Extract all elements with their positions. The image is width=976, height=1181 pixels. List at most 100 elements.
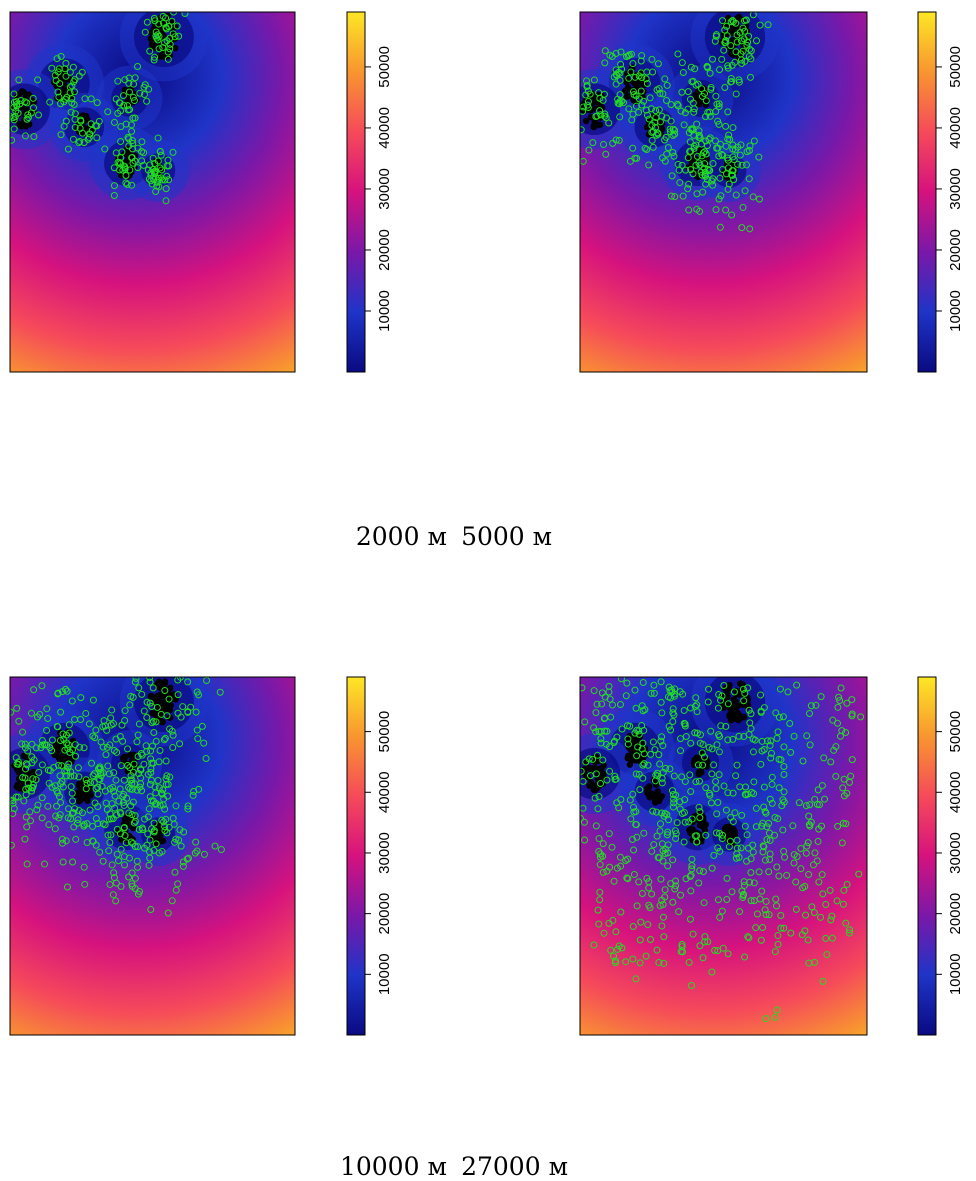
- sample-circle: [624, 740, 632, 748]
- sample-circle: [704, 698, 712, 706]
- sample-circle: [21, 132, 29, 140]
- sample-circle: [747, 869, 755, 877]
- sample-circle: [154, 36, 162, 44]
- sample-circle: [89, 732, 97, 740]
- sample-circle: [113, 850, 121, 858]
- sample-circle: [156, 801, 164, 809]
- cluster-point: [30, 768, 37, 776]
- sample-circle: [685, 958, 693, 966]
- sample-circle: [678, 161, 686, 169]
- cluster-point: [699, 823, 707, 831]
- sample-circle: [101, 145, 109, 153]
- sample-circle: [685, 180, 693, 188]
- sample-circle: [719, 831, 727, 839]
- sample-circle: [732, 772, 740, 780]
- colorbar-tick-label: 50000: [947, 46, 964, 88]
- sample-circle: [140, 149, 148, 157]
- sample-circle: [696, 808, 704, 816]
- sample-circle: [639, 774, 647, 782]
- sample-circle: [836, 732, 844, 740]
- sample-circle: [155, 20, 163, 28]
- sample-circle: [818, 782, 826, 790]
- sample-circle: [662, 96, 670, 104]
- sample-circle: [757, 936, 765, 944]
- sample-circle: [716, 847, 724, 855]
- sample-circle: [46, 767, 54, 775]
- sample-circle: [718, 835, 726, 843]
- sample-circle: [673, 819, 681, 827]
- sample-circle: [194, 735, 202, 743]
- sample-circle: [654, 853, 662, 861]
- sample-circle: [804, 936, 812, 944]
- sample-circle: [694, 761, 702, 769]
- sample-circle: [798, 931, 806, 939]
- sample-circle: [28, 787, 36, 795]
- chart-panel-bottom-left: 10000 20000 30000 40000 50000: [9, 676, 393, 1036]
- sample-circle: [128, 181, 136, 189]
- sample-circle: [713, 100, 721, 108]
- cluster-point: [165, 690, 172, 697]
- cluster-point: [153, 702, 161, 709]
- sample-circle: [780, 743, 788, 751]
- sample-circle: [652, 131, 660, 139]
- sample-circle: [590, 941, 598, 949]
- sample-circle: [771, 814, 779, 822]
- sample-circle: [43, 741, 51, 749]
- sample-circle: [730, 688, 738, 696]
- sample-circle: [62, 685, 70, 693]
- sample-circle: [761, 856, 769, 864]
- sample-circle: [129, 798, 137, 806]
- sample-circle: [765, 911, 773, 919]
- sample-circle: [784, 688, 792, 696]
- sample-circle: [705, 166, 713, 174]
- sample-circle: [714, 844, 722, 852]
- sample-circle: [124, 102, 132, 110]
- sample-circle: [710, 851, 718, 859]
- sample-circle: [595, 920, 603, 928]
- sample-circle: [721, 83, 729, 91]
- sample-circle: [777, 924, 785, 932]
- sample-circle: [168, 17, 176, 25]
- sample-circle: [686, 771, 694, 779]
- sample-circle: [661, 886, 669, 894]
- sample-circle: [757, 760, 765, 768]
- sample-circle: [601, 112, 609, 120]
- sample-circle: [672, 834, 680, 842]
- colorbar-tick-label: 10000: [376, 290, 393, 332]
- sample-circle: [155, 45, 163, 53]
- cluster-point: [153, 41, 160, 49]
- sample-circle: [17, 96, 25, 104]
- sample-circle: [714, 896, 722, 904]
- sample-circle: [626, 796, 634, 804]
- sample-circle: [693, 120, 701, 128]
- sample-circle: [597, 780, 605, 788]
- sample-circle: [810, 909, 818, 917]
- sample-circle: [34, 713, 42, 721]
- sample-circle: [138, 690, 146, 698]
- sample-circle: [15, 717, 23, 725]
- sample-circle: [803, 842, 811, 850]
- cluster-point: [171, 44, 179, 52]
- sample-circle: [617, 908, 625, 916]
- sample-circle: [122, 120, 130, 128]
- sample-circle: [141, 815, 149, 823]
- sample-circle: [62, 837, 70, 845]
- caption-label: 2000 м: [355, 522, 447, 551]
- sample-circle: [670, 152, 678, 160]
- sample-circle: [740, 890, 748, 898]
- sample-circle: [152, 840, 160, 848]
- sample-circle: [772, 709, 780, 717]
- cluster-point: [626, 761, 634, 768]
- sample-circle: [664, 828, 672, 836]
- sample-circle: [739, 24, 747, 32]
- sample-circle: [143, 97, 151, 105]
- sample-circle: [639, 678, 647, 686]
- sample-circle: [827, 758, 835, 766]
- sample-circle: [122, 839, 130, 847]
- sample-circle: [635, 727, 643, 735]
- sample-circle: [715, 120, 723, 128]
- sample-circle: [724, 736, 732, 744]
- sample-circle: [146, 780, 154, 788]
- sample-circle: [115, 166, 123, 174]
- sample-circle: [94, 783, 102, 791]
